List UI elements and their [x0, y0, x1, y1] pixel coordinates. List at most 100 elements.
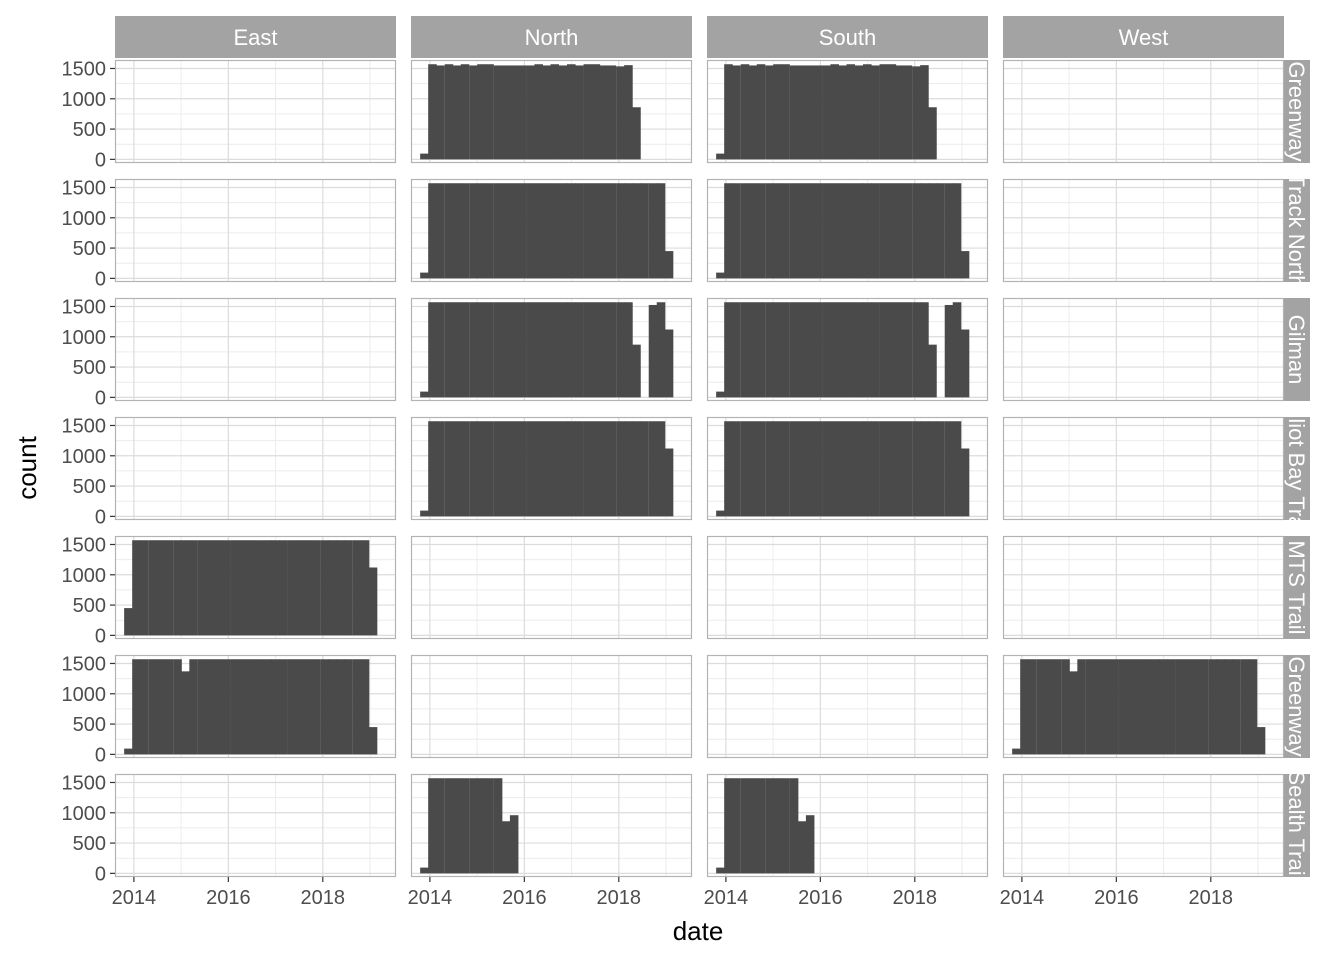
histogram-bar	[262, 540, 272, 636]
facet-panel	[410, 416, 693, 521]
histogram-bar	[477, 183, 486, 279]
facet-panel	[706, 773, 989, 878]
histogram-bar	[452, 302, 462, 398]
histogram-bar	[903, 183, 913, 279]
histogram-bar	[328, 540, 337, 636]
y-tick-label: 1000	[62, 446, 107, 468]
histogram-bar	[838, 183, 848, 279]
facet-panel	[1002, 178, 1285, 283]
column-strip-west	[1003, 16, 1284, 58]
histogram-bar	[575, 421, 584, 517]
histogram-bar	[773, 183, 782, 279]
histogram-bar	[887, 421, 897, 517]
histogram-bar	[575, 183, 584, 279]
facet-panel	[1002, 535, 1285, 640]
histogram-bar	[960, 448, 970, 517]
facet-panel	[410, 535, 693, 640]
column-strips: East North South West	[115, 16, 1284, 58]
histogram-bar	[928, 344, 937, 398]
panel-background	[707, 655, 988, 758]
histogram-bar	[303, 540, 313, 636]
histogram-bar	[748, 778, 758, 874]
histogram-bar	[517, 302, 527, 398]
histogram-bar	[797, 302, 807, 398]
histogram-bar	[1183, 659, 1193, 755]
facet-panel	[1002, 297, 1285, 402]
histogram-bar	[295, 540, 305, 636]
histogram-bar	[732, 421, 741, 517]
histogram-bar	[599, 183, 609, 279]
histogram-bar	[756, 302, 766, 398]
histogram-bar	[132, 540, 141, 636]
histogram-bar	[542, 65, 552, 160]
histogram-bar	[805, 815, 815, 874]
histogram-bar	[1256, 727, 1266, 755]
histogram-bar	[493, 302, 503, 398]
histogram-bar	[173, 659, 182, 755]
histogram-bar	[1159, 659, 1168, 755]
histogram-bar	[789, 302, 799, 398]
x-tick-label: 2014	[1000, 887, 1045, 909]
y-tick-label: 1500	[62, 653, 107, 675]
histogram-bar	[213, 659, 223, 755]
row-strip	[1284, 298, 1310, 401]
histogram-bar	[846, 64, 856, 160]
histogram-bar	[624, 302, 633, 398]
histogram-bar	[485, 421, 494, 517]
y-tick-label: 500	[73, 833, 106, 855]
histogram-bar	[428, 421, 437, 517]
histogram-bar	[517, 421, 527, 517]
row-strip	[1284, 417, 1310, 520]
histogram-bar	[534, 302, 543, 398]
panel-border	[706, 297, 989, 402]
x-tick-label: 2018	[893, 887, 938, 909]
histogram-bar	[509, 302, 519, 398]
panel-background	[1003, 417, 1284, 520]
histogram-bar	[895, 65, 905, 160]
histogram-bar	[469, 65, 478, 160]
column-strip-label: North	[525, 25, 579, 50]
histogram-bar	[740, 302, 750, 398]
histogram-bar	[895, 183, 905, 279]
histogram-bar	[320, 540, 329, 636]
histogram-bar	[903, 65, 913, 160]
histogram-bar	[460, 64, 470, 160]
facet-panel	[706, 178, 989, 283]
row-strips: Greenway Track North Gilman Elliot Bay Trai…	[1284, 60, 1310, 877]
panel-border	[410, 773, 693, 878]
y-tick-label: 0	[95, 744, 106, 766]
facet-panel	[706, 297, 989, 402]
histogram-bar	[320, 659, 329, 755]
x-tick-label: 2014	[112, 887, 157, 909]
y-tick-label: 1000	[62, 327, 107, 349]
histogram-bar	[542, 183, 552, 279]
facet-panel	[410, 178, 693, 283]
histogram-bar	[724, 183, 733, 279]
row-strip-label: MTS Trail	[1284, 540, 1309, 634]
histogram-bar	[583, 183, 593, 279]
histogram-bar	[156, 659, 166, 755]
histogram-bar	[781, 183, 790, 279]
histogram-bar	[887, 64, 897, 160]
histogram-bar	[124, 608, 133, 636]
histogram-bar	[838, 302, 848, 398]
histogram-bar	[716, 391, 725, 398]
histogram-bar	[262, 659, 272, 755]
histogram-bar	[140, 659, 149, 755]
histogram-bar	[740, 64, 750, 160]
histogram-bar	[863, 302, 872, 398]
column-strip-label: East	[233, 25, 277, 50]
histogram-bar	[1028, 659, 1037, 755]
histogram-bar	[1077, 659, 1086, 755]
histogram-bar	[616, 183, 625, 279]
column-strip-label: West	[1119, 25, 1169, 50]
histogram-bar	[1118, 659, 1127, 755]
panel-background	[115, 774, 396, 877]
histogram-bar	[591, 302, 601, 398]
histogram-bar	[501, 421, 511, 517]
x-tick-label: 2016	[1094, 887, 1139, 909]
histogram-bar	[493, 65, 503, 160]
histogram-bar	[607, 183, 617, 279]
x-tick-label: 2014	[408, 887, 453, 909]
panel-border	[114, 535, 397, 640]
